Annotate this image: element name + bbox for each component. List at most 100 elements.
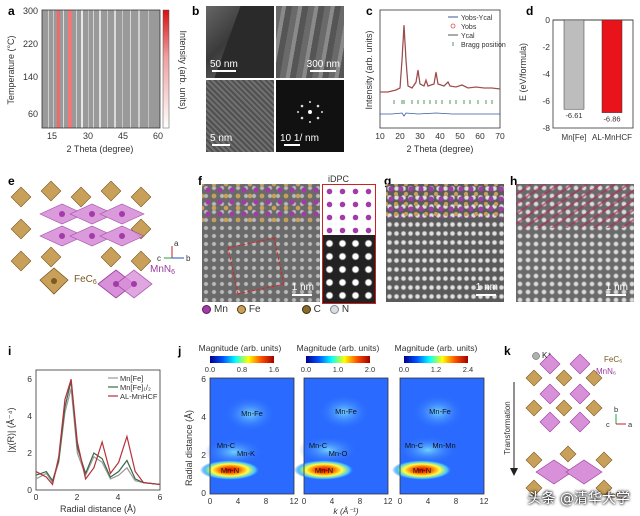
crystal-structure-e: a b c FeC6 MnN6 [10,180,191,299]
haadf-image-f: 1 nm [202,184,320,302]
j-peak: Mn-N [413,466,431,475]
d-category: AL-MnHCF [592,133,632,142]
j-peak: Mn-K [237,449,255,458]
d-value-label: -6.61 [565,111,582,120]
panel-c: c Yobs-Ycal Yobs Ycal Bragg position Int… [352,0,512,160]
wavelet-map-1: Magnitude (arb. units) 0.0 0.8 1.6 Mn-Fe… [199,343,295,495]
a-colorbar [162,9,170,129]
panel-label-i: i [8,344,12,358]
j-xtick: 12 [290,497,299,506]
scale-label: 50 nm [210,59,238,70]
j-xlabel: k (Å⁻¹) [333,506,358,516]
ft-exafs-chart: |χ(R)| (Å⁻⁴) 0 2 4 6 0 2 4 6 Radial dist… [6,369,163,514]
j-xtick: 0 [302,497,307,506]
panel-h: h 1 nm [506,172,640,312]
c-xtick: 20 [395,131,405,141]
i-xtick: 2 [75,492,80,502]
i-ytick: 0 [27,485,32,495]
j-map-title: Magnitude (arb. units) [395,343,478,353]
panel-e: e a b [0,172,196,312]
j-map-title: Magnitude (arb. units) [297,343,380,353]
j-cbar-tick: 0.8 [237,365,247,374]
c-xtick: 10 [375,131,385,141]
j-cbar-tick: 1.0 [333,365,343,374]
c-legend: Bragg position [461,42,506,49]
scale-label: 10 1/ nm [280,133,319,144]
i-legend: Mn[Fe] [120,374,143,383]
haadf-image-h: 1 nm [516,184,634,302]
j-xtick: 4 [426,497,431,506]
panel-j: j Radial distance (Å) [178,342,500,516]
panel-d: d E (eV/formula) 0 -2 -4 -6 -8 -6.61 -6.… [514,0,640,160]
c-xtick: 40 [435,131,445,141]
a-ytick: 220 [23,39,38,49]
legend-fe: Fe [248,304,261,315]
legend-n: N [341,304,350,315]
panel-label-g: g [384,174,392,188]
j-ytick: 6 [201,374,206,384]
scale-label: 300 nm [306,59,340,70]
e-axis: a [174,239,179,248]
panel-label-c: c [366,4,373,18]
j-cbar-tick: 1.6 [269,365,279,374]
j-peak: Mn-Fe [241,409,263,418]
panel-b: b 50 nm 300 nm 5 nm 10 1/ nm [192,0,352,160]
c-xtick: 60 [475,131,485,141]
e-axis: c [157,254,161,263]
panel-label-f: f [198,174,202,188]
j-xtick: 0 [398,497,403,506]
k-arrow-label: Transformation [503,401,512,455]
j-ylabel: Radial distance (Å) [184,410,194,486]
j-peak: Mn-C [405,441,424,450]
e-caption-mn: MnN6 [150,264,175,276]
j-peak: Mn-Fe [335,407,357,416]
wavelet-map-2: Magnitude (arb. units) 0.0 1.0 2.0 Mn-Fe… [294,343,389,495]
d-ytick: -2 [542,42,550,52]
i-legend: AL-MnHCF [120,392,158,401]
a-xtick: 60 [153,131,163,141]
c-legend: Yobs [461,24,477,31]
panel-label-k: k [504,344,511,358]
d-ylabel: E (eV/formula) [518,43,528,101]
a-ytick: 140 [23,72,38,82]
panel-label-e: e [8,174,15,188]
j-peak: Mn-N [221,466,239,475]
j-xtick: 8 [454,497,459,506]
xrd-heatmap: 300 220 140 60 Temperature (°C) 15 30 45… [6,6,188,154]
j-cbar-tick: 0.0 [301,365,311,374]
panel-f: f 1 nm iDPC Mn Fe C N [196,172,380,315]
d-category: Mn[Fe] [562,133,587,142]
e-caption-fe: FeC6 [74,274,97,286]
j-peak: Mn-Fe [429,407,451,416]
scale-label: 1 nm [605,282,628,293]
panel-label-b: b [192,4,200,18]
j-xtick: 0 [208,497,213,506]
legend-c: C [313,304,321,315]
a-ytick: 300 [23,6,38,16]
k-ion: K⁺ [542,351,552,360]
a-ytick: 60 [28,109,38,119]
f-legend: Mn Fe C N [202,304,349,315]
j-cbar-tick: 1.2 [431,365,441,374]
d-ytick: -6 [542,96,550,106]
j-peak: Mn-Mn [432,441,455,450]
transformation-schematic: K⁺ FeC₆ MnN₆ b c a Transformation FeC₆ [503,351,633,500]
rietveld-plot: Yobs-Ycal Yobs Ycal Bragg position Inten… [364,9,506,154]
energy-bar-chart: E (eV/formula) 0 -2 -4 -6 -8 -6.61 -6.86… [518,15,634,142]
j-cbar-tick: 2.4 [463,365,473,374]
tem-image-1: 50 nm [206,6,274,78]
k-axis: c [606,420,610,429]
haadf-image-g: 1 nm [386,184,504,302]
a-ylabel: Temperature (°C) [6,35,16,104]
j-xtick: 12 [384,497,393,506]
legend-mn: Mn [214,304,228,315]
fft-image: 10 1/ nm [276,80,344,152]
k-axis: b [614,405,618,414]
a-xtick: 15 [47,131,57,141]
i-ytick: 2 [27,448,32,458]
bar-al-mnhcf [601,19,623,113]
series-line-2 [35,379,161,486]
wavelet-map-3: Magnitude (arb. units) 0.0 1.2 2.4 Mn-Fe… [392,343,485,495]
panel-i: i |χ(R)| (Å⁻⁴) 0 2 4 6 0 2 4 6 Radial di… [0,342,176,516]
i-ytick: 4 [27,411,32,421]
